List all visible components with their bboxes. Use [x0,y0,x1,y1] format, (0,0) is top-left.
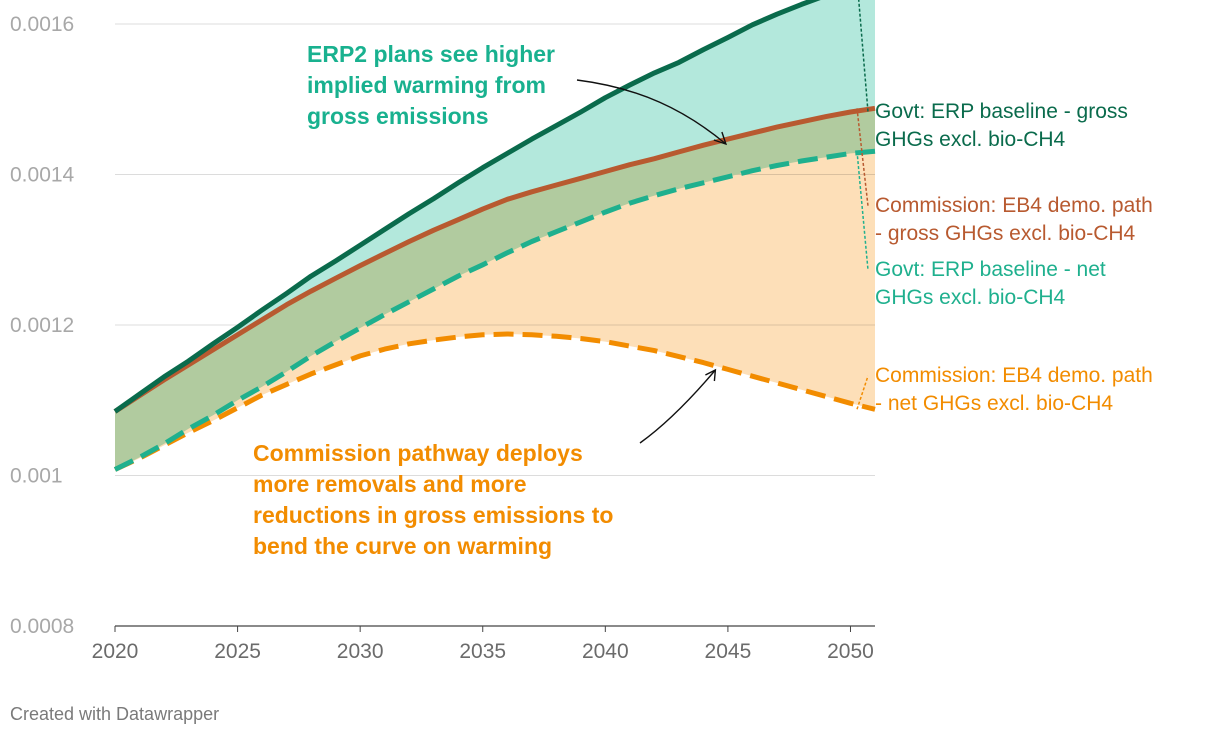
y-axis-ticks: 0.0008 0.001 0.0012 0.0014 0.0016 [10,13,75,638]
label-connector [856,108,869,207]
series-label: GHGs excl. bio-CH4 [875,286,1066,309]
series-label: - gross GHGs excl. bio-CH4 [875,222,1136,245]
x-tick-label: 2050 [827,640,874,663]
series-labels: Govt: ERP baseline - gross GHGs excl. bio… [856,0,1153,415]
x-tick-label: 2035 [459,640,506,663]
label-connector [857,0,869,113]
y-tick-label: 0.0016 [10,13,74,36]
series-line-1 [113,0,821,414]
annotation-text: gross emissions [307,103,489,129]
arrowhead [705,368,717,382]
area-fills [115,0,875,470]
annotation-text: ERP2 plans see higher [307,41,555,67]
arrowhead [713,131,728,146]
y-tick-label: 0.001 [10,465,63,488]
y-tick-label: 0.0014 [10,164,75,187]
series-label: Commission: EB4 demo. path [875,194,1153,217]
area-fill-2 [115,108,875,470]
y-tick-label: 0.0012 [10,314,74,337]
series-line-2 [113,105,876,414]
arrow-line [639,369,716,444]
x-tick-label: 2030 [337,640,384,663]
annotation-text: reductions in gross emissions to [253,502,613,528]
y-tick-label: 0.0008 [10,615,74,638]
annotations: ERP2 plans see higher implied warming fro… [253,41,728,559]
series-label: Govt: ERP baseline - net [875,258,1106,281]
series-label: - net GHGs excl. bio-CH4 [875,392,1113,415]
credit-text: Created with Datawrapper [10,704,220,724]
annotation-text: Commission pathway deploys [253,440,583,466]
series-label: Govt: ERP baseline - gross [875,100,1128,123]
series-label: Commission: EB4 demo. path [875,364,1153,387]
arrow-line [576,79,727,145]
x-tick-label: 2020 [92,640,139,663]
annotation-text: implied warming from [307,72,546,98]
annotation-text: more removals and more [253,471,527,497]
series-line-3 [113,148,876,472]
series-line-4 [113,331,876,472]
label-connector [856,375,869,410]
series-label: GHGs excl. bio-CH4 [875,128,1066,151]
x-tick-label: 2025 [214,640,261,663]
annotation-text: bend the curve on warming [253,533,552,559]
series-lines [113,0,876,472]
x-axis-ticks: 2020 2025 2030 2035 2040 2045 2050 [92,626,874,663]
x-tick-label: 2040 [582,640,629,663]
x-tick-label: 2045 [705,640,752,663]
